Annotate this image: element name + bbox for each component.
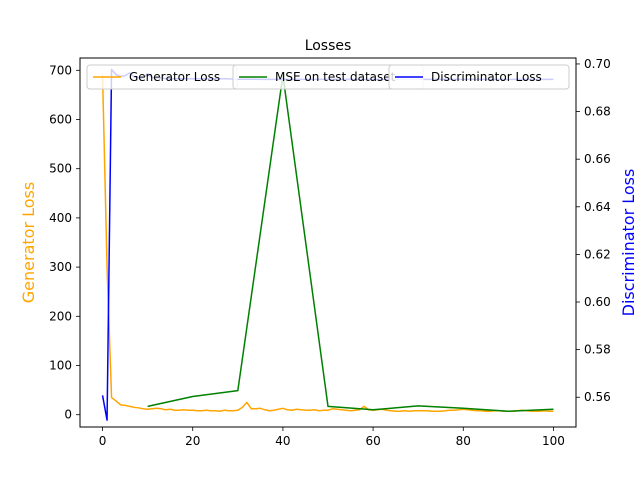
legend-label: Discriminator Loss: [431, 70, 542, 84]
series-line-generator-loss: [101, 75, 554, 413]
y-left-tick-label: 0: [64, 408, 72, 422]
x-tick-label: 100: [542, 434, 565, 448]
y-left-tick-label: 400: [49, 211, 72, 225]
axes-frame: [79, 57, 577, 428]
legend-label: Generator Loss: [129, 70, 220, 84]
y-right-tick-label: 0.64: [584, 200, 611, 214]
x-tick-label: 20: [185, 434, 200, 448]
chart-title: Losses: [305, 38, 352, 54]
plot-area: 0 20 40 60 80 100 0 100 200 300 400 500 600 700 0.56 0.…: [49, 57, 611, 448]
legend-entry-generator-loss: Generator Loss: [86, 64, 238, 90]
y-left-tick-label: 100: [49, 359, 72, 373]
series-line-mse-on-test-dataset: [147, 74, 554, 413]
y-right-tick-label: 0.56: [584, 390, 611, 404]
x-tick-label: 0: [99, 434, 107, 448]
y-axis-left-label: Generator Loss: [19, 182, 38, 303]
series-line-discriminator-loss: [101, 68, 554, 421]
y-right-tick-label: 0.58: [584, 343, 611, 357]
y-right-tick-label: 0.70: [584, 57, 611, 71]
x-tick-label: 60: [365, 434, 380, 448]
y-left-tick-label: 200: [49, 309, 72, 323]
y-left-tick-label: 700: [49, 63, 72, 77]
x-tick-label: 40: [275, 434, 290, 448]
legend-entry-mse-on-test-dataset: MSE on test dataset: [232, 64, 424, 90]
legend-box: [388, 64, 570, 90]
y-right-tick-label: 0.66: [584, 152, 611, 166]
y-axis-right-label: Discriminator Loss: [619, 169, 638, 317]
legend-entry-discriminator-loss: Discriminator Loss: [388, 64, 570, 90]
y-left-tick-label: 300: [49, 260, 72, 274]
legend: Generator Loss MSE on test dataset Discrim…: [86, 64, 570, 90]
y-left-tick-label: 600: [49, 113, 72, 127]
y-right-tick-label: 0.60: [584, 295, 611, 309]
legend-label: MSE on test dataset: [275, 70, 396, 84]
y-left-tick-label: 500: [49, 162, 72, 176]
y-right-tick-label: 0.68: [584, 105, 611, 119]
x-tick-label: 80: [456, 434, 471, 448]
y-right-tick-label: 0.62: [584, 247, 611, 261]
